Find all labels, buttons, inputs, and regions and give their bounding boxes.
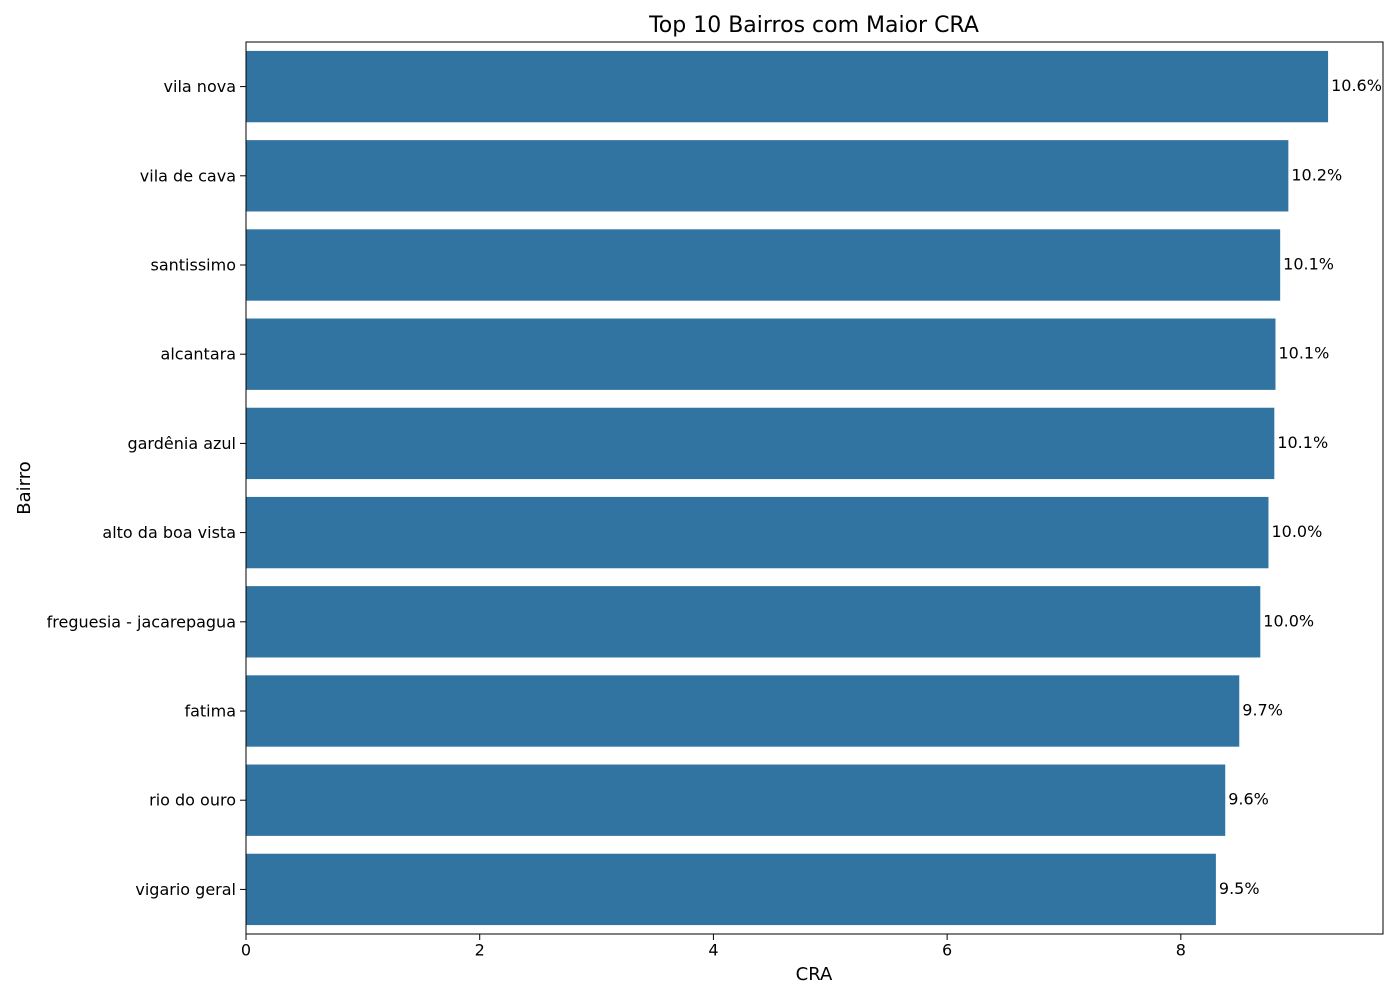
bar-annotation: 10.6% [1331,76,1382,95]
y-tick-label: vila de cava [140,166,236,185]
y-tick-label: freguesia - jacarepagua [47,612,236,631]
bar-annotation: 10.1% [1277,433,1328,452]
y-tick-label: alto da boa vista [102,523,236,542]
bar-annotation: 10.1% [1283,255,1334,274]
bar [246,140,1289,212]
y-tick-label: fatima [184,702,236,721]
bar [246,586,1261,658]
plot-frame [245,41,1384,935]
bar-annotation: 9.6% [1228,790,1269,809]
bar [246,318,1276,390]
y-tick-label: vigario geral [135,880,236,899]
chart-title: Top 10 Bairros com Maior CRA [648,13,979,38]
bar [246,675,1240,747]
bar-annotation: 10.2% [1291,165,1342,184]
bar [246,853,1216,926]
y-tick-label: vila nova [164,77,236,96]
bar [246,229,1281,301]
bar-annotation: 10.0% [1271,522,1322,541]
x-tick-label: 8 [1176,941,1186,960]
y-tick-label: rio do ouro [149,791,236,810]
bar [246,407,1275,480]
x-axis-label: CRA [796,964,833,985]
x-tick-label: 0 [241,941,251,960]
bar [246,496,1269,569]
x-tick-label: 4 [708,941,718,960]
x-tick-label: 6 [942,941,952,960]
bar-annotation: 9.7% [1242,701,1283,720]
bar [246,50,1329,123]
y-axis-label: Bairro [14,461,35,514]
bar-annotation: 10.0% [1263,611,1314,630]
y-tick-label: alcantara [161,345,236,364]
bar-annotation: 9.5% [1219,879,1260,898]
x-tick-label: 2 [475,941,485,960]
y-tick-label: santissimo [151,256,237,275]
y-tick-label: gardênia azul [127,434,236,453]
bar [246,764,1226,836]
bar-annotation: 10.1% [1278,344,1329,363]
